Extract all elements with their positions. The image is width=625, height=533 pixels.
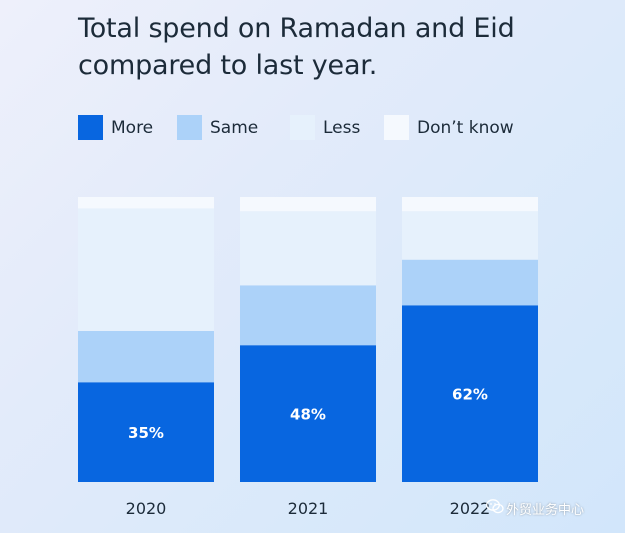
bar-more-2021: [240, 345, 376, 482]
data-label-more-2021: 48%: [290, 406, 326, 424]
bar-less-2022: [402, 211, 538, 260]
bar-more-2020: [78, 382, 214, 482]
bar-dont-know-2022: [402, 197, 538, 212]
bar-more-2022: [402, 305, 538, 482]
data-label-more-2020: 35%: [128, 424, 164, 442]
x-tick-label-2021: 2021: [288, 499, 329, 518]
legend-label-dont-know: Don’t know: [417, 118, 514, 138]
bar-dont-know-2020: [78, 197, 214, 209]
chart-title-line-2: compared to last year.: [78, 50, 378, 81]
bar-less-2020: [78, 208, 214, 331]
chart-title-line-1: Total spend on Ramadan and Eid: [78, 13, 515, 44]
legend-label-less: Less: [323, 118, 361, 138]
bar-same-2022: [402, 259, 538, 306]
x-tick-label-2022: 2022: [450, 499, 491, 518]
bar-less-2021: [240, 211, 376, 286]
legend-label-same: Same: [210, 118, 259, 138]
data-label-more-2022: 62%: [452, 386, 488, 404]
legend-label-more: More: [111, 118, 154, 138]
legend-swatch-dont-know: [384, 115, 409, 140]
watermark-text: 外贸业务中心: [506, 503, 585, 518]
bar-same-2020: [78, 330, 214, 383]
bar-same-2021: [240, 285, 376, 346]
bar-dont-know-2021: [240, 197, 376, 212]
chart-title: Total spend on Ramadan and Eid compared …: [78, 10, 598, 84]
legend-swatch-less: [290, 115, 315, 140]
legend-swatch-more: [78, 115, 103, 140]
wechat-icon: [486, 499, 504, 514]
x-tick-label-2020: 2020: [126, 499, 167, 518]
legend-swatch-same: [177, 115, 202, 140]
